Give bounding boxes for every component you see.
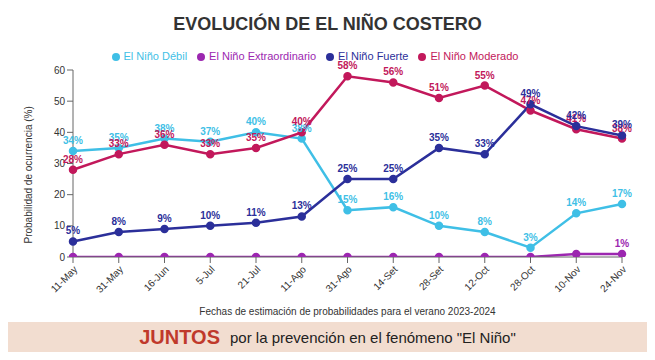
svg-text:33%: 33% — [109, 138, 129, 149]
svg-text:5-Jul: 5-Jul — [194, 264, 217, 287]
svg-text:40: 40 — [53, 126, 65, 138]
svg-text:25%: 25% — [337, 163, 357, 174]
svg-text:10%: 10% — [200, 210, 220, 221]
svg-text:1%: 1% — [615, 238, 630, 249]
svg-text:58%: 58% — [337, 60, 357, 71]
svg-text:11-Ago: 11-Ago — [278, 263, 308, 293]
svg-text:56%: 56% — [383, 66, 403, 77]
svg-text:9%: 9% — [157, 213, 172, 224]
svg-text:20: 20 — [54, 189, 66, 200]
svg-text:Fechas de estimación de probab: Fechas de estimación de probabilidades p… — [199, 306, 496, 317]
svg-text:28-Set: 28-Set — [417, 264, 446, 293]
svg-text:8%: 8% — [478, 216, 493, 227]
html-text:por la prevención en el fenóme: por la prevención en el fenómeno "El Niñ… — [230, 328, 516, 346]
svg-text:13%: 13% — [292, 200, 312, 211]
svg-text:10-Nov: 10-Nov — [552, 264, 583, 295]
svg-text:33%: 33% — [200, 138, 220, 149]
svg-text:37%: 37% — [200, 126, 220, 137]
svg-text:28-Oct: 28-Oct — [508, 264, 537, 293]
svg-text:11-May: 11-May — [49, 264, 80, 295]
svg-text:11%: 11% — [246, 207, 266, 218]
svg-text:14%: 14% — [566, 197, 586, 208]
svg-text:49%: 49% — [520, 88, 540, 99]
html-text:El Niño Extraordinario: El Niño Extraordinario — [209, 50, 317, 62]
svg-text:33%: 33% — [475, 138, 495, 149]
svg-text:16%: 16% — [383, 191, 403, 202]
svg-text:34%: 34% — [63, 135, 83, 146]
svg-text:28%: 28% — [63, 154, 83, 165]
svg-text:Probabilidad de ocurrencia (%): Probabilidad de ocurrencia (%) — [23, 106, 34, 243]
svg-text:17%: 17% — [612, 188, 632, 199]
html-text:El Niño Débil: El Niño Débil — [123, 50, 188, 62]
svg-text:36%: 36% — [154, 129, 174, 140]
svg-text:8%: 8% — [112, 216, 127, 227]
svg-text:51%: 51% — [429, 82, 449, 93]
svg-text:25%: 25% — [383, 163, 403, 174]
svg-text:35%: 35% — [429, 132, 449, 143]
svg-text:31-Ago: 31-Ago — [323, 263, 354, 294]
svg-text:38%: 38% — [291, 122, 312, 134]
svg-text:39%: 39% — [612, 119, 632, 130]
svg-text:30: 30 — [53, 158, 65, 170]
svg-text:35%: 35% — [246, 132, 266, 143]
svg-text:40%: 40% — [292, 116, 312, 127]
html-text:El Niño Fuerte: El Niño Fuerte — [338, 50, 409, 62]
svg-text:3%: 3% — [523, 232, 538, 243]
svg-text:14-Set: 14-Set — [371, 264, 400, 293]
svg-text:10: 10 — [54, 220, 66, 231]
svg-text:24-Nov: 24-Nov — [598, 264, 629, 295]
svg-text:16-Jun: 16-Jun — [142, 264, 171, 293]
svg-text:21-Jul: 21-Jul — [235, 264, 262, 291]
html-text:JUNTOS: JUNTOS — [139, 325, 220, 348]
svg-text:47%: 47% — [520, 94, 541, 106]
html-text:El Niño Moderado: El Niño Moderado — [430, 50, 519, 62]
html-text:EVOLUCIÓN DE EL NIÑO COSTERO: EVOLUCIÓN DE EL NIÑO COSTERO — [173, 14, 482, 34]
svg-text:15%: 15% — [337, 194, 357, 205]
svg-text:55%: 55% — [475, 70, 495, 81]
svg-text:5%: 5% — [66, 225, 81, 236]
svg-text:40%: 40% — [246, 116, 266, 127]
svg-text:50: 50 — [54, 96, 66, 107]
svg-text:31-May: 31-May — [94, 264, 125, 295]
svg-text:42%: 42% — [566, 110, 586, 121]
svg-text:60: 60 — [54, 65, 66, 76]
svg-text:12-Oct: 12-Oct — [462, 264, 491, 293]
svg-text:10%: 10% — [429, 210, 449, 221]
svg-text:0: 0 — [59, 252, 65, 263]
